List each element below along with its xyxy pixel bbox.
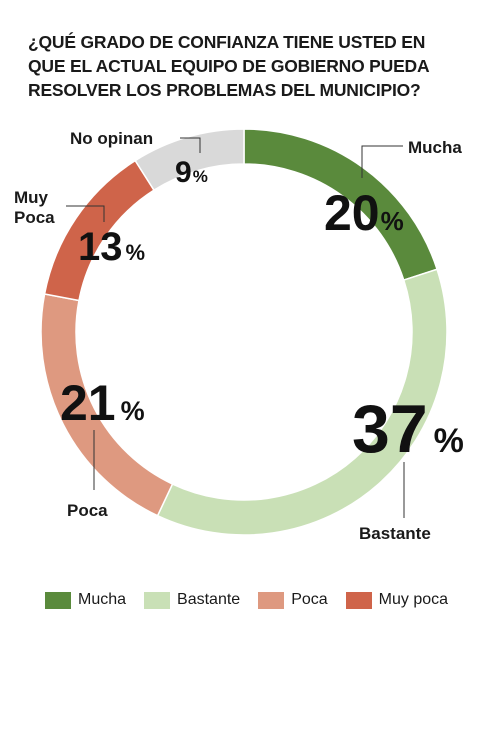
value-number: 20: [324, 185, 380, 241]
chart-title-line: ¿QUÉ GRADO DE CONFIANZA TIENE USTED EN: [28, 32, 426, 52]
donut-slices: [40, 128, 448, 536]
chart-title: ¿QUÉ GRADO DE CONFIANZA TIENE USTED EN Q…: [28, 30, 478, 102]
leader-line-muy-poca: [66, 205, 105, 222]
leader-line-mucha: [361, 145, 403, 178]
value-unit: %: [381, 206, 404, 236]
value-number: 13: [78, 225, 123, 269]
legend-label: Bastante: [177, 591, 241, 608]
slice-label-poca: Poca: [67, 501, 108, 520]
legend-item-bastante: Bastante: [144, 591, 240, 609]
donut-slice-no-opinan: [134, 128, 245, 192]
slice-label-bastante: Bastante: [359, 524, 431, 543]
value-label-mucha: 20%: [324, 185, 404, 241]
legend-item-muy-poca: Muy poca: [345, 591, 449, 609]
value-unit: %: [126, 240, 146, 265]
value-unit: %: [121, 396, 145, 426]
legend-swatch: [258, 591, 285, 609]
slice-label-muy-poca-line1: Muy: [14, 188, 49, 207]
legend: Mucha Bastante Poca Muy poca: [45, 591, 466, 609]
legend-item-poca: Poca: [258, 591, 328, 609]
chart-title-line: RESOLVER LOS PROBLEMAS DEL MUNICIPIO?: [28, 80, 421, 100]
legend-label: Poca: [291, 591, 328, 608]
legend-label: Muy poca: [378, 591, 449, 608]
leader-lines: [66, 137, 405, 518]
slice-label-no-opinan: No opinan: [70, 129, 153, 148]
value-label-bastante: 37%: [352, 391, 464, 467]
slice-label-mucha: Mucha: [408, 138, 462, 157]
leader-line-no-opinan: [180, 137, 201, 153]
value-label-poca: 21%: [60, 375, 145, 431]
value-number: 9: [175, 156, 192, 189]
value-unit: %: [434, 422, 464, 460]
slice-label-muy-poca-line2: Poca: [14, 208, 55, 227]
value-label-muy-poca: 13%: [78, 225, 145, 269]
value-number: 21: [60, 375, 116, 431]
chart-title-line: QUE EL ACTUAL EQUIPO DE GOBIERNO PUEDA: [28, 56, 430, 76]
legend-swatch: [345, 591, 372, 609]
legend-label: Mucha: [78, 591, 127, 608]
legend-item-mucha: Mucha: [45, 591, 126, 609]
value-unit: %: [193, 167, 208, 186]
legend-swatch: [45, 591, 71, 609]
value-label-no-opinan: 9%: [175, 156, 208, 189]
value-number: 37: [352, 391, 428, 467]
legend-swatch: [144, 591, 171, 609]
